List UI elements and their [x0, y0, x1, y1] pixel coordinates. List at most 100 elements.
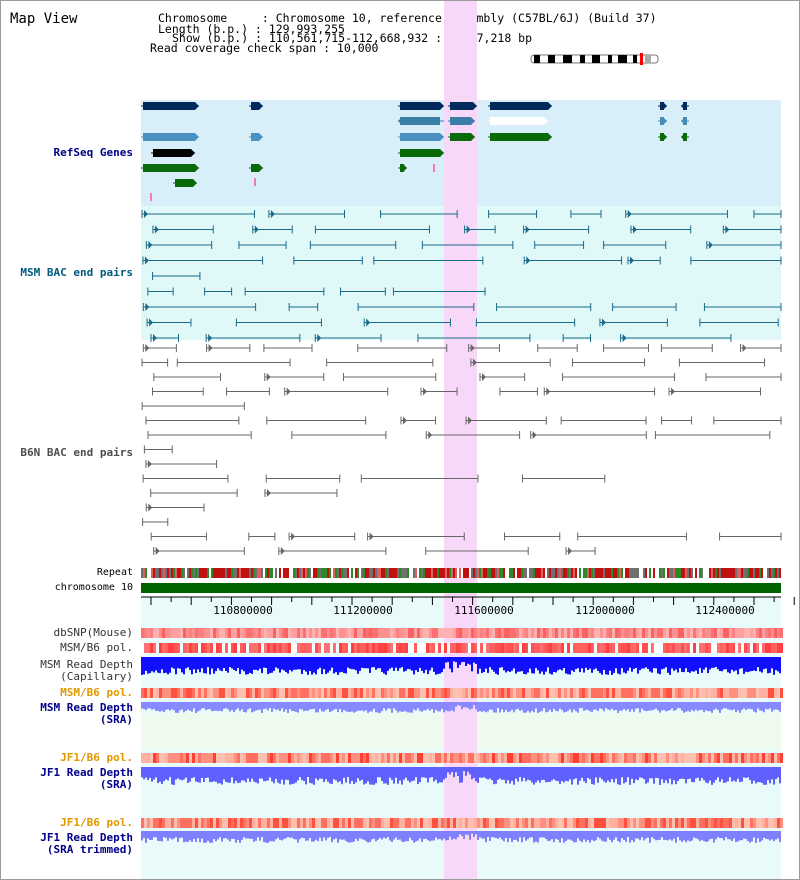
- repeat-mark: [607, 568, 609, 578]
- heat-band-cell: [537, 818, 540, 828]
- jf1-trimmed-depth-bar: [495, 831, 497, 839]
- repeat-mark: [143, 568, 145, 578]
- heat-band-cell: [630, 818, 633, 828]
- repeat-mark: [647, 568, 649, 578]
- heat-band-cell: [309, 628, 312, 638]
- heat-band-cell: [714, 818, 717, 828]
- heat-band-cell: [555, 753, 558, 763]
- msm-sra-depth-bar: [509, 702, 511, 712]
- jf1-sra-depth-bar: [343, 767, 345, 778]
- jf1-trimmed-depth-bar: [375, 831, 377, 842]
- jf1-depth-sra-label[interactable]: JF1 Read Depth: [40, 766, 133, 779]
- heat-band-cell: [444, 643, 447, 653]
- heat-band-cell: [720, 643, 723, 653]
- heat-band-cell: [270, 643, 273, 653]
- repeat-mark: [585, 568, 587, 578]
- heat-band-cell: [390, 818, 393, 828]
- jf1-trimmed-depth-bar: [357, 831, 359, 841]
- msm-pol-label-2[interactable]: MSM/B6 pol.: [60, 686, 133, 699]
- heat-band-cell: [369, 643, 372, 653]
- heat-band-cell: [210, 688, 213, 698]
- msm-capillary-depth-bar: [423, 657, 425, 674]
- heat-band-cell: [282, 688, 285, 698]
- msm-sra-depth-bar: [423, 702, 425, 711]
- jf1-trimmed-depth-bar: [235, 831, 237, 843]
- b6n-bac-label[interactable]: B6N BAC end pairs: [20, 446, 133, 459]
- heat-band-cell: [720, 818, 723, 828]
- heat-band-cell: [396, 643, 399, 653]
- heat-band-cell: [510, 818, 513, 828]
- msm-bac-label[interactable]: MSM BAC end pairs: [20, 266, 133, 279]
- msm-capillary-depth-bar: [637, 657, 639, 674]
- heat-band-cell: [546, 688, 549, 698]
- heat-band-cell: [330, 688, 333, 698]
- msm-capillary-depth-bar: [719, 657, 721, 672]
- heat-band-cell: [384, 753, 387, 763]
- repeat-mark: [287, 568, 289, 578]
- jf1-sra-depth-bar: [733, 767, 735, 781]
- heat-band-cell: [600, 753, 603, 763]
- msm-capillary-depth-bar: [371, 657, 373, 668]
- refseq-genes-label[interactable]: RefSeq Genes: [53, 146, 133, 159]
- msm-sra-depth-bar: [403, 702, 405, 712]
- jf1-sra-depth-bar: [229, 767, 231, 783]
- heat-band-cell: [708, 753, 711, 763]
- gene-exon: [251, 102, 259, 110]
- msm-sra-depth-bar: [323, 702, 325, 712]
- repeat-mark: [423, 568, 425, 578]
- jf1-sra-depth-bar: [605, 767, 607, 783]
- msm-depth-sra-label[interactable]: MSM Read Depth: [40, 701, 133, 714]
- msm-depth-capillary-label[interactable]: MSM Read Depth: [40, 658, 133, 671]
- heat-band-cell: [264, 628, 267, 638]
- jf1-pol-label-2[interactable]: JF1/B6 pol.: [60, 816, 133, 829]
- heat-band-cell: [195, 753, 198, 763]
- jf1-trimmed-depth-bar: [665, 831, 667, 841]
- heat-band-cell: [210, 818, 213, 828]
- jf1-sra-depth-bar: [329, 767, 331, 784]
- jf1-trimmed-depth-bar: [567, 831, 569, 840]
- heat-band-cell: [174, 688, 177, 698]
- heat-band-cell: [183, 643, 186, 653]
- heat-band-cell: [396, 628, 399, 638]
- msm-sra-depth-bar: [655, 702, 657, 709]
- jf1-trimmed-depth-bar: [749, 831, 751, 843]
- jf1-pol-label-1[interactable]: JF1/B6 pol.: [60, 751, 133, 764]
- heat-band-cell: [417, 628, 420, 638]
- axis-tick-label: 111600000: [454, 604, 514, 617]
- jf1-trimmed-depth-bar: [721, 831, 723, 839]
- msm-capillary-depth-bar: [487, 657, 489, 673]
- heat-band-cell: [474, 688, 477, 698]
- msm-sra-depth-bar: [511, 702, 513, 710]
- heat-band-cell: [426, 818, 429, 828]
- msm-pol-label-1[interactable]: MSM/B6 pol.: [60, 641, 133, 654]
- msm-depth-sra-sub: (SRA): [99, 713, 133, 726]
- heat-band-cell: [540, 688, 543, 698]
- heat-band-cell: [489, 753, 492, 763]
- jf1-depth-trimmed-label[interactable]: JF1 Read Depth: [40, 831, 133, 844]
- jf1-sra-depth-bar: [283, 767, 285, 785]
- heat-band-cell: [393, 688, 396, 698]
- msm-capillary-depth-bar: [539, 657, 541, 674]
- heat-band-cell: [285, 753, 288, 763]
- heat-band-cell: [420, 753, 423, 763]
- gene-exon: [400, 102, 440, 110]
- heat-band-cell: [348, 818, 351, 828]
- heat-band-cell: [672, 628, 675, 638]
- msm-capillary-depth-bar: [255, 657, 257, 670]
- msm-sra-depth-bar: [391, 702, 393, 713]
- heat-band-cell: [612, 753, 615, 763]
- jf1-trimmed-depth-bar: [607, 831, 609, 838]
- heat-band-cell: [600, 643, 603, 653]
- jf1-sra-depth-bar: [597, 767, 599, 783]
- repeat-mark: [683, 568, 685, 578]
- heat-band-cell: [480, 643, 483, 653]
- heat-band-cell: [483, 688, 486, 698]
- heat-band-cell: [366, 643, 369, 653]
- msm-capillary-depth-bar: [513, 657, 515, 669]
- chromosome-ideogram[interactable]: [530, 53, 660, 65]
- dbsnp-label[interactable]: dbSNP(Mouse): [53, 626, 133, 639]
- heat-band-cell: [711, 688, 714, 698]
- msm-capillary-depth-bar: [323, 657, 325, 670]
- jf1-sra-depth-bar: [779, 767, 781, 784]
